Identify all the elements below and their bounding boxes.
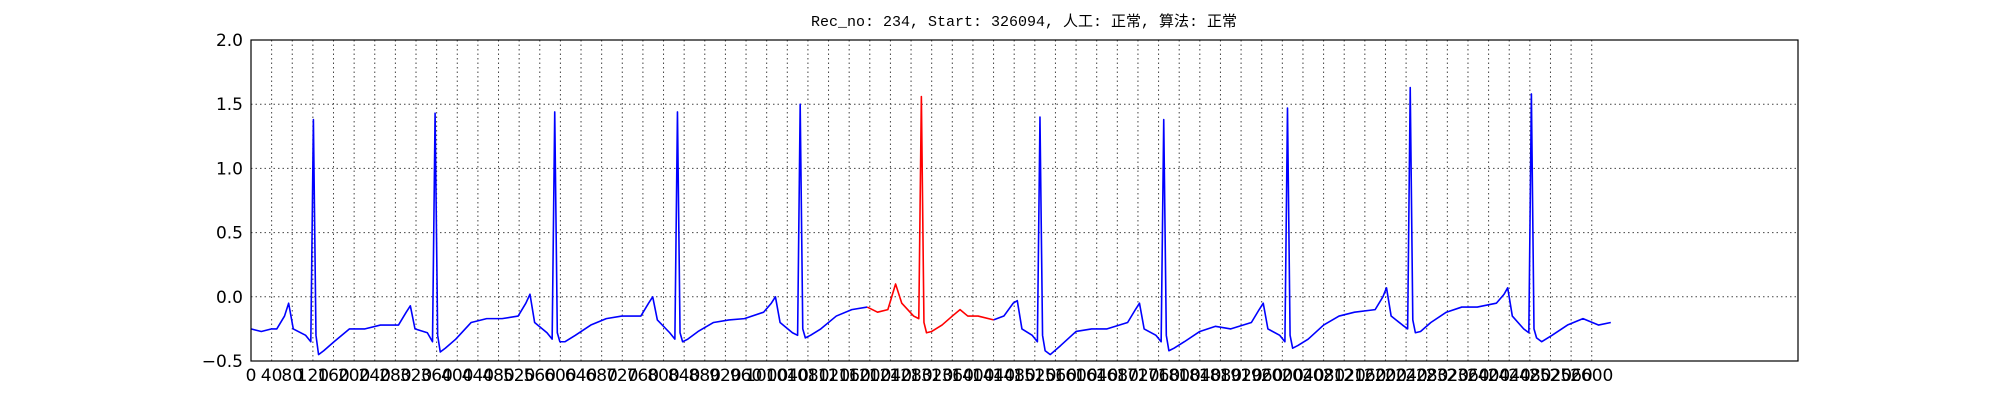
x-tick-label: 360 <box>420 366 452 386</box>
y-tick-label: −0.5 <box>202 352 243 372</box>
x-tick-label: 240 <box>359 366 391 386</box>
x-tick-label: 640 <box>565 366 597 386</box>
x-tick-label: 1680 <box>1096 366 1139 386</box>
x-tick-label: 1480 <box>993 366 1036 386</box>
y-tick-label: 0.0 <box>216 288 243 308</box>
x-tick-label: 1120 <box>807 366 850 386</box>
x-tick-label: 80 <box>281 366 303 386</box>
x-tick-label: 1520 <box>1013 366 1056 386</box>
x-tick-label: 560 <box>524 366 556 386</box>
x-tick-label: 1640 <box>1075 366 1118 386</box>
x-tick-label: 120 <box>297 366 329 386</box>
x-tick-label: 480 <box>482 366 514 386</box>
ecg-line <box>250 86 1611 356</box>
x-tick-label: 2320 <box>1426 366 1469 386</box>
x-tick-label: 1720 <box>1116 366 1159 386</box>
x-tick-label: 1560 <box>1034 366 1077 386</box>
x-tick-label: 520 <box>503 366 535 386</box>
x-tick-label: 1440 <box>972 366 1015 386</box>
x-tick-label: 160 <box>317 366 349 386</box>
x-tick-label: 2000 <box>1261 366 1304 386</box>
ecg-line <box>866 95 994 334</box>
x-tick-label: 2400 <box>1467 366 1510 386</box>
x-tick-label: 440 <box>462 366 494 386</box>
chart-title: Rec_no: 234, Start: 326094, 人工: 正常, 算法: … <box>811 12 1237 31</box>
x-tick-label: 680 <box>585 366 617 386</box>
x-tick-label: 2120 <box>1323 366 1366 386</box>
x-tick-label: 2080 <box>1302 366 1345 386</box>
x-tick-label: 2160 <box>1343 366 1386 386</box>
x-tick-label: 2360 <box>1446 366 1489 386</box>
x-tick-label: 1400 <box>951 366 994 386</box>
x-tick-label: 1360 <box>931 366 974 386</box>
x-tick-label: 1880 <box>1199 366 1242 386</box>
x-tick-label: 760 <box>627 366 659 386</box>
x-tick-label: 960 <box>730 366 762 386</box>
x-tick-label: 1200 <box>848 366 891 386</box>
plot-frame <box>250 39 1799 362</box>
x-tick-label: 200 <box>338 366 370 386</box>
x-tick-label: 2520 <box>1529 366 1572 386</box>
x-tick-label: 1040 <box>766 366 809 386</box>
x-tick-label: 720 <box>606 366 638 386</box>
y-tick-label: 1.0 <box>216 159 243 179</box>
x-tick-label: 320 <box>400 366 432 386</box>
x-tick-label: 0 <box>246 366 257 386</box>
x-tick-label: 1800 <box>1158 366 1201 386</box>
x-tick-label: 1760 <box>1137 366 1180 386</box>
x-tick-label: 1920 <box>1219 366 1262 386</box>
x-tick-label: 1160 <box>828 366 871 386</box>
x-tick-label: 400 <box>441 366 473 386</box>
x-tick-label: 2040 <box>1281 366 1324 386</box>
x-tick-label: 1280 <box>889 366 932 386</box>
x-tick-label: 40 <box>261 366 283 386</box>
y-tick-label: 2.0 <box>216 31 243 51</box>
x-tick-label: 1000 <box>745 366 788 386</box>
x-tick-label: 1600 <box>1054 366 1097 386</box>
x-tick-label: 1240 <box>869 366 912 386</box>
x-tick-label: 800 <box>647 366 679 386</box>
x-tick-label: 1320 <box>910 366 953 386</box>
x-tick-label: 2200 <box>1364 366 1407 386</box>
x-tick-label: 600 <box>544 366 576 386</box>
x-tick-label: 840 <box>668 366 700 386</box>
x-tick-label: 1080 <box>786 366 829 386</box>
y-tick-label: 0.5 <box>216 224 243 244</box>
x-tick-label: 280 <box>379 366 411 386</box>
x-tick-label: 920 <box>709 366 741 386</box>
x-tick-label: 1840 <box>1178 366 1221 386</box>
x-tick-label: 2280 <box>1405 366 1448 386</box>
x-tick-label: 2560 <box>1549 366 1592 386</box>
x-tick-label: 2240 <box>1384 366 1427 386</box>
x-tick-label: 1960 <box>1240 366 1283 386</box>
x-tick-label: 2440 <box>1488 366 1531 386</box>
x-tick-label: 2600 <box>1570 366 1613 386</box>
y-tick-label: 1.5 <box>216 95 243 115</box>
x-tick-label: 880 <box>689 366 721 386</box>
x-tick-label: 2480 <box>1508 366 1551 386</box>
